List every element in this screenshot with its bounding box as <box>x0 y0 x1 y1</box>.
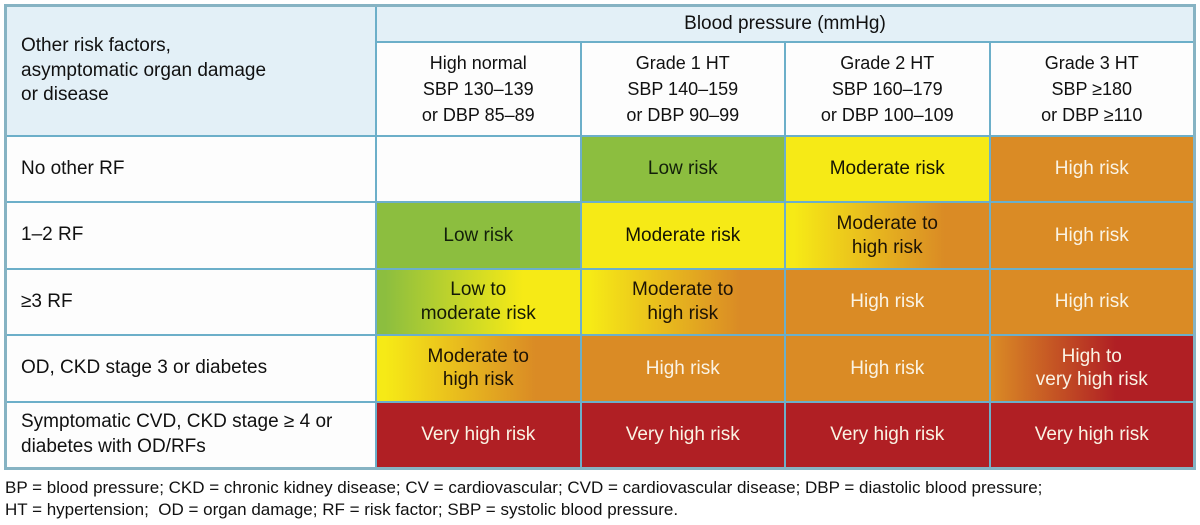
row-label: OD, CKD stage 3 or diabetes <box>7 336 375 401</box>
risk-cell: Very high risk <box>581 402 784 467</box>
risk-cell: High risk <box>581 336 784 401</box>
risk-cell: Low to moderate risk <box>377 269 580 335</box>
risk-cell: High risk <box>990 269 1193 335</box>
risk-cell: Very high risk <box>990 402 1193 467</box>
risk-cell <box>377 137 580 202</box>
risk-cell: Moderate risk <box>786 137 989 202</box>
abbreviations-footnote: BP = blood pressure; CKD = chronic kidne… <box>5 478 1043 520</box>
risk-cell: High risk <box>786 336 989 401</box>
risk-cell: High to very high risk <box>990 336 1193 401</box>
row-label: Symptomatic CVD, CKD stage ≥ 4 or diabet… <box>7 402 375 467</box>
row-label: No other RF <box>7 137 375 202</box>
risk-cell: Moderate risk <box>581 203 784 268</box>
risk-cell: Very high risk <box>377 402 580 467</box>
risk-cell: High risk <box>786 269 989 335</box>
row-label: 1–2 RF <box>7 203 375 268</box>
corner-header: Other risk factors, asymptomatic organ d… <box>7 7 375 135</box>
risk-cell: High risk <box>990 137 1193 202</box>
column-header-high-normal: High normal SBP 130–139 or DBP 85–89 <box>377 43 580 135</box>
table-title: Blood pressure (mmHg) <box>377 7 1193 41</box>
risk-cell: Low risk <box>581 137 784 202</box>
row-label: ≥3 RF <box>7 269 375 335</box>
column-header-grade3: Grade 3 HT SBP ≥180 or DBP ≥110 <box>990 43 1193 135</box>
risk-table: Other risk factors, asymptomatic organ d… <box>4 4 1196 470</box>
risk-cell: Moderate to high risk <box>377 336 580 401</box>
risk-cell: Low risk <box>377 203 580 268</box>
column-header-grade1: Grade 1 HT SBP 140–159 or DBP 90–99 <box>581 43 784 135</box>
risk-cell: Very high risk <box>786 402 989 467</box>
risk-cell: Moderate to high risk <box>581 269 784 335</box>
column-header-grade2: Grade 2 HT SBP 160–179 or DBP 100–109 <box>786 43 989 135</box>
risk-cell: Moderate to high risk <box>786 203 989 268</box>
risk-cell: High risk <box>990 203 1193 268</box>
